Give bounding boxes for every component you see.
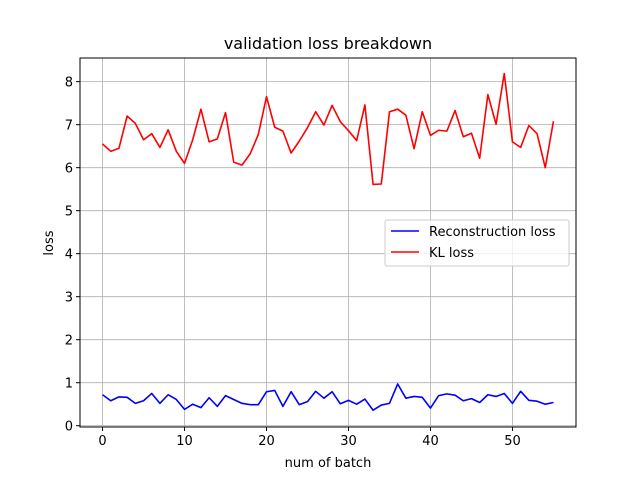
x-tick-label: 0 [98, 434, 106, 449]
y-tick-label: 6 [65, 162, 73, 177]
y-tick-label: 3 [65, 291, 73, 306]
y-tick-label: 1 [65, 377, 73, 392]
y-tick-label: 0 [65, 420, 73, 435]
x-tick-label: 10 [176, 434, 193, 449]
chart-title: validation loss breakdown [224, 34, 432, 53]
x-tick-label: 30 [340, 434, 357, 449]
series-layer [102, 72, 555, 412]
y-tick-label: 2 [65, 334, 73, 349]
legend-label-reconstruction-loss: Reconstruction loss [429, 225, 556, 240]
y-tick-label: 4 [65, 248, 73, 263]
y-tick-label: 7 [65, 119, 73, 134]
x-tick-label: 40 [422, 434, 439, 449]
x-tick-label: 20 [258, 434, 275, 449]
x-axis-label: num of batch [285, 456, 372, 471]
legend-box [384, 219, 570, 267]
x-tick-label: 50 [504, 434, 521, 449]
legend: Reconstruction loss KL loss [384, 219, 570, 267]
y-tick-label: 5 [65, 205, 73, 220]
x-axis-ticks: 0 10 20 30 40 50 [98, 427, 521, 449]
y-axis-ticks: 0 1 2 3 4 5 6 7 8 [65, 76, 80, 435]
y-tick-label: 8 [65, 76, 73, 91]
series-line-reconstruction-loss [102, 383, 554, 412]
series-line-kl-loss [102, 72, 555, 186]
plot-frame [79, 57, 577, 428]
y-axis-label: loss [42, 230, 57, 255]
legend-label-kl-loss: KL loss [429, 246, 474, 261]
